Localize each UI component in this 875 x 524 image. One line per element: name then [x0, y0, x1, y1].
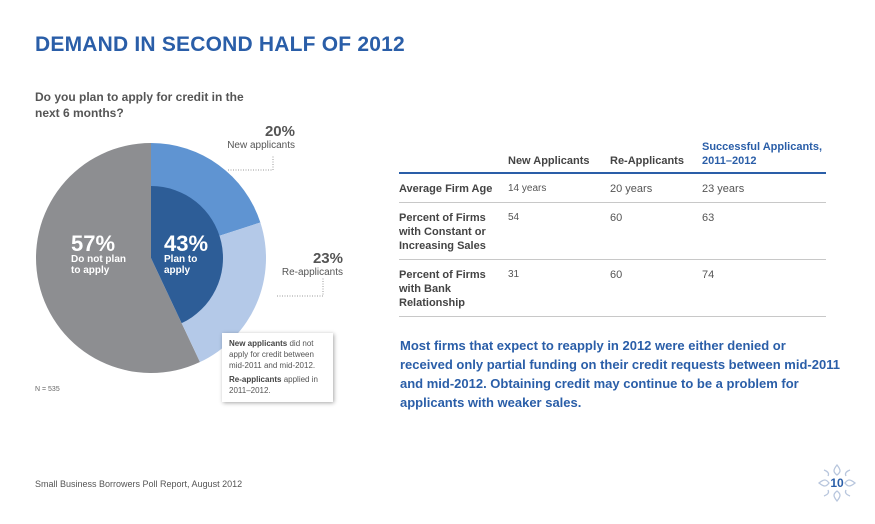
callout-new-bold: New applicants: [229, 339, 288, 348]
pie-slice-no-plan: [35, 143, 200, 373]
re-applicants-percent: 23%: [313, 250, 343, 267]
new-applicants-percent: 20%: [265, 123, 295, 140]
table-cell: 63: [702, 202, 826, 260]
chart-question: Do you plan to apply for credit in the n…: [35, 90, 244, 120]
table-row: Percent of Firms with Bank Relationship …: [399, 259, 826, 317]
table-cell: 23 years: [702, 173, 826, 203]
re-applicants-leader: [277, 278, 324, 297]
table-header: New Applicants: [508, 140, 610, 174]
no-plan-label-line2: to apply: [71, 265, 110, 276]
callout-re-bold: Re-applicants: [229, 375, 282, 384]
plan-label-line2: apply: [164, 265, 191, 276]
table-cell: 54: [508, 202, 610, 260]
page-title: DEMAND IN SECOND HALF OF 2012: [35, 33, 405, 56]
table-row-label: Percent of Firms with Bank Relationship: [399, 259, 508, 317]
table-row: Average Firm Age 14 years 20 years 23 ye…: [399, 173, 826, 203]
table-row-label: Percent of Firms with Constant or Increa…: [399, 202, 508, 260]
table-header: Re-Applicants: [610, 140, 702, 174]
callout-box: New applicants did not apply for credit …: [222, 333, 333, 402]
table-cell: 60: [610, 259, 702, 317]
table-header: [399, 140, 508, 174]
table-row-label: Average Firm Age: [399, 173, 508, 203]
pie-slice-plan-to-apply: [151, 186, 224, 324]
table-row: Percent of Firms with Constant or Increa…: [399, 202, 826, 260]
plan-percent: 43%: [164, 231, 208, 256]
table-cell: 60: [610, 202, 702, 260]
ornament-icon: [817, 463, 857, 503]
page-number: 10: [830, 476, 844, 490]
new-applicants-leader: [228, 155, 274, 171]
plan-label-line1: Plan to: [164, 254, 197, 265]
footer-source: Small Business Borrowers Poll Report, Au…: [35, 479, 243, 489]
new-applicants-label: New applicants: [227, 140, 295, 151]
no-plan-label-line1: Do not plan: [71, 254, 126, 265]
table-cell: 74: [702, 259, 826, 317]
callout-new-applicants: New applicants did not apply for credit …: [229, 338, 327, 371]
table-cell: 31: [508, 259, 610, 317]
summary-text: Most firms that expect to reapply in 201…: [400, 338, 840, 410]
table-cell: 14 years: [508, 173, 610, 203]
no-plan-percent: 57%: [71, 231, 115, 256]
callout-new-text: did not apply for credit between mid-201…: [229, 339, 316, 370]
callout-re-applicants: Re-applicants applied in 2011–2012.: [229, 374, 327, 396]
re-applicants-label: Re-applicants: [282, 267, 343, 278]
pie-slice-new-applicants: [151, 143, 261, 258]
callout-re-text: applied in 2011–2012.: [229, 375, 318, 395]
table-header: Successful Applicants, 2011–2012: [702, 140, 826, 174]
comparison-table: New Applicants Re-Applicants Successful …: [399, 140, 826, 317]
page-number-badge: 10: [816, 462, 858, 504]
sample-size: N = 535: [35, 386, 60, 393]
table-cell: 20 years: [610, 173, 702, 203]
table-header-row: New Applicants Re-Applicants Successful …: [399, 140, 826, 174]
